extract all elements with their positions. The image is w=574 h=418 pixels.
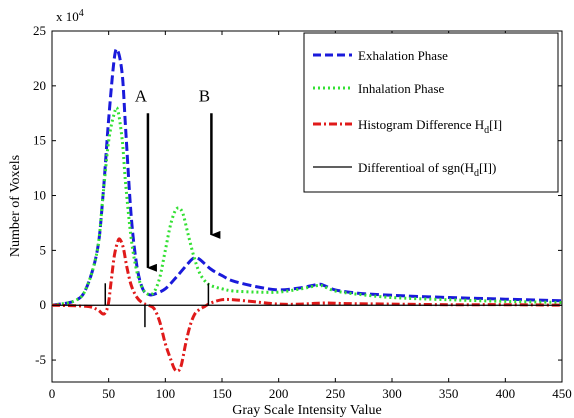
y-tick-label: -5 — [35, 352, 46, 367]
legend-label-exhalation: Exhalation Phase — [358, 48, 448, 63]
x-tick-label: 0 — [49, 386, 56, 401]
y-tick-label: 10 — [33, 188, 46, 203]
y-tick-label: 20 — [33, 78, 46, 93]
series-layer — [51, 47, 563, 373]
x-tick-label: 300 — [382, 386, 402, 401]
x-axis-label: Gray Scale Intensity Value — [232, 403, 381, 418]
x-tick-label: 100 — [156, 386, 176, 401]
legend: Exhalation Phase Inhalation Phase Histog… — [303, 32, 559, 193]
y-exponent-label: x 104 — [56, 8, 84, 24]
x-tick-label: 50 — [102, 386, 115, 401]
y-tick-label: 15 — [33, 133, 46, 148]
series-line-2 — [51, 237, 563, 373]
annotation-label-b: B — [199, 86, 210, 105]
y-axis-label: Number of Voxels — [8, 155, 23, 257]
legend-label-inhalation: Inhalation Phase — [358, 81, 445, 96]
legend-box — [303, 32, 559, 193]
x-tick-label: 400 — [496, 386, 516, 401]
y-tick-label: 5 — [40, 242, 47, 257]
y-tick-label: 25 — [33, 23, 46, 38]
legend-label-differential: Differentioal of sgn(Hd[I]) — [358, 160, 496, 179]
annotation-label-a: A — [135, 86, 148, 105]
x-tick-label: 150 — [212, 386, 232, 401]
legend-label-difference: Histogram Difference Hd[I] — [358, 117, 502, 136]
series-line-0 — [51, 47, 563, 307]
x-tick-label: 350 — [439, 386, 459, 401]
x-tick-label: 200 — [269, 386, 289, 401]
x-tick-label: 250 — [326, 386, 346, 401]
y-tick-label: 0 — [40, 297, 47, 312]
x-tick-label: 450 — [552, 386, 572, 401]
